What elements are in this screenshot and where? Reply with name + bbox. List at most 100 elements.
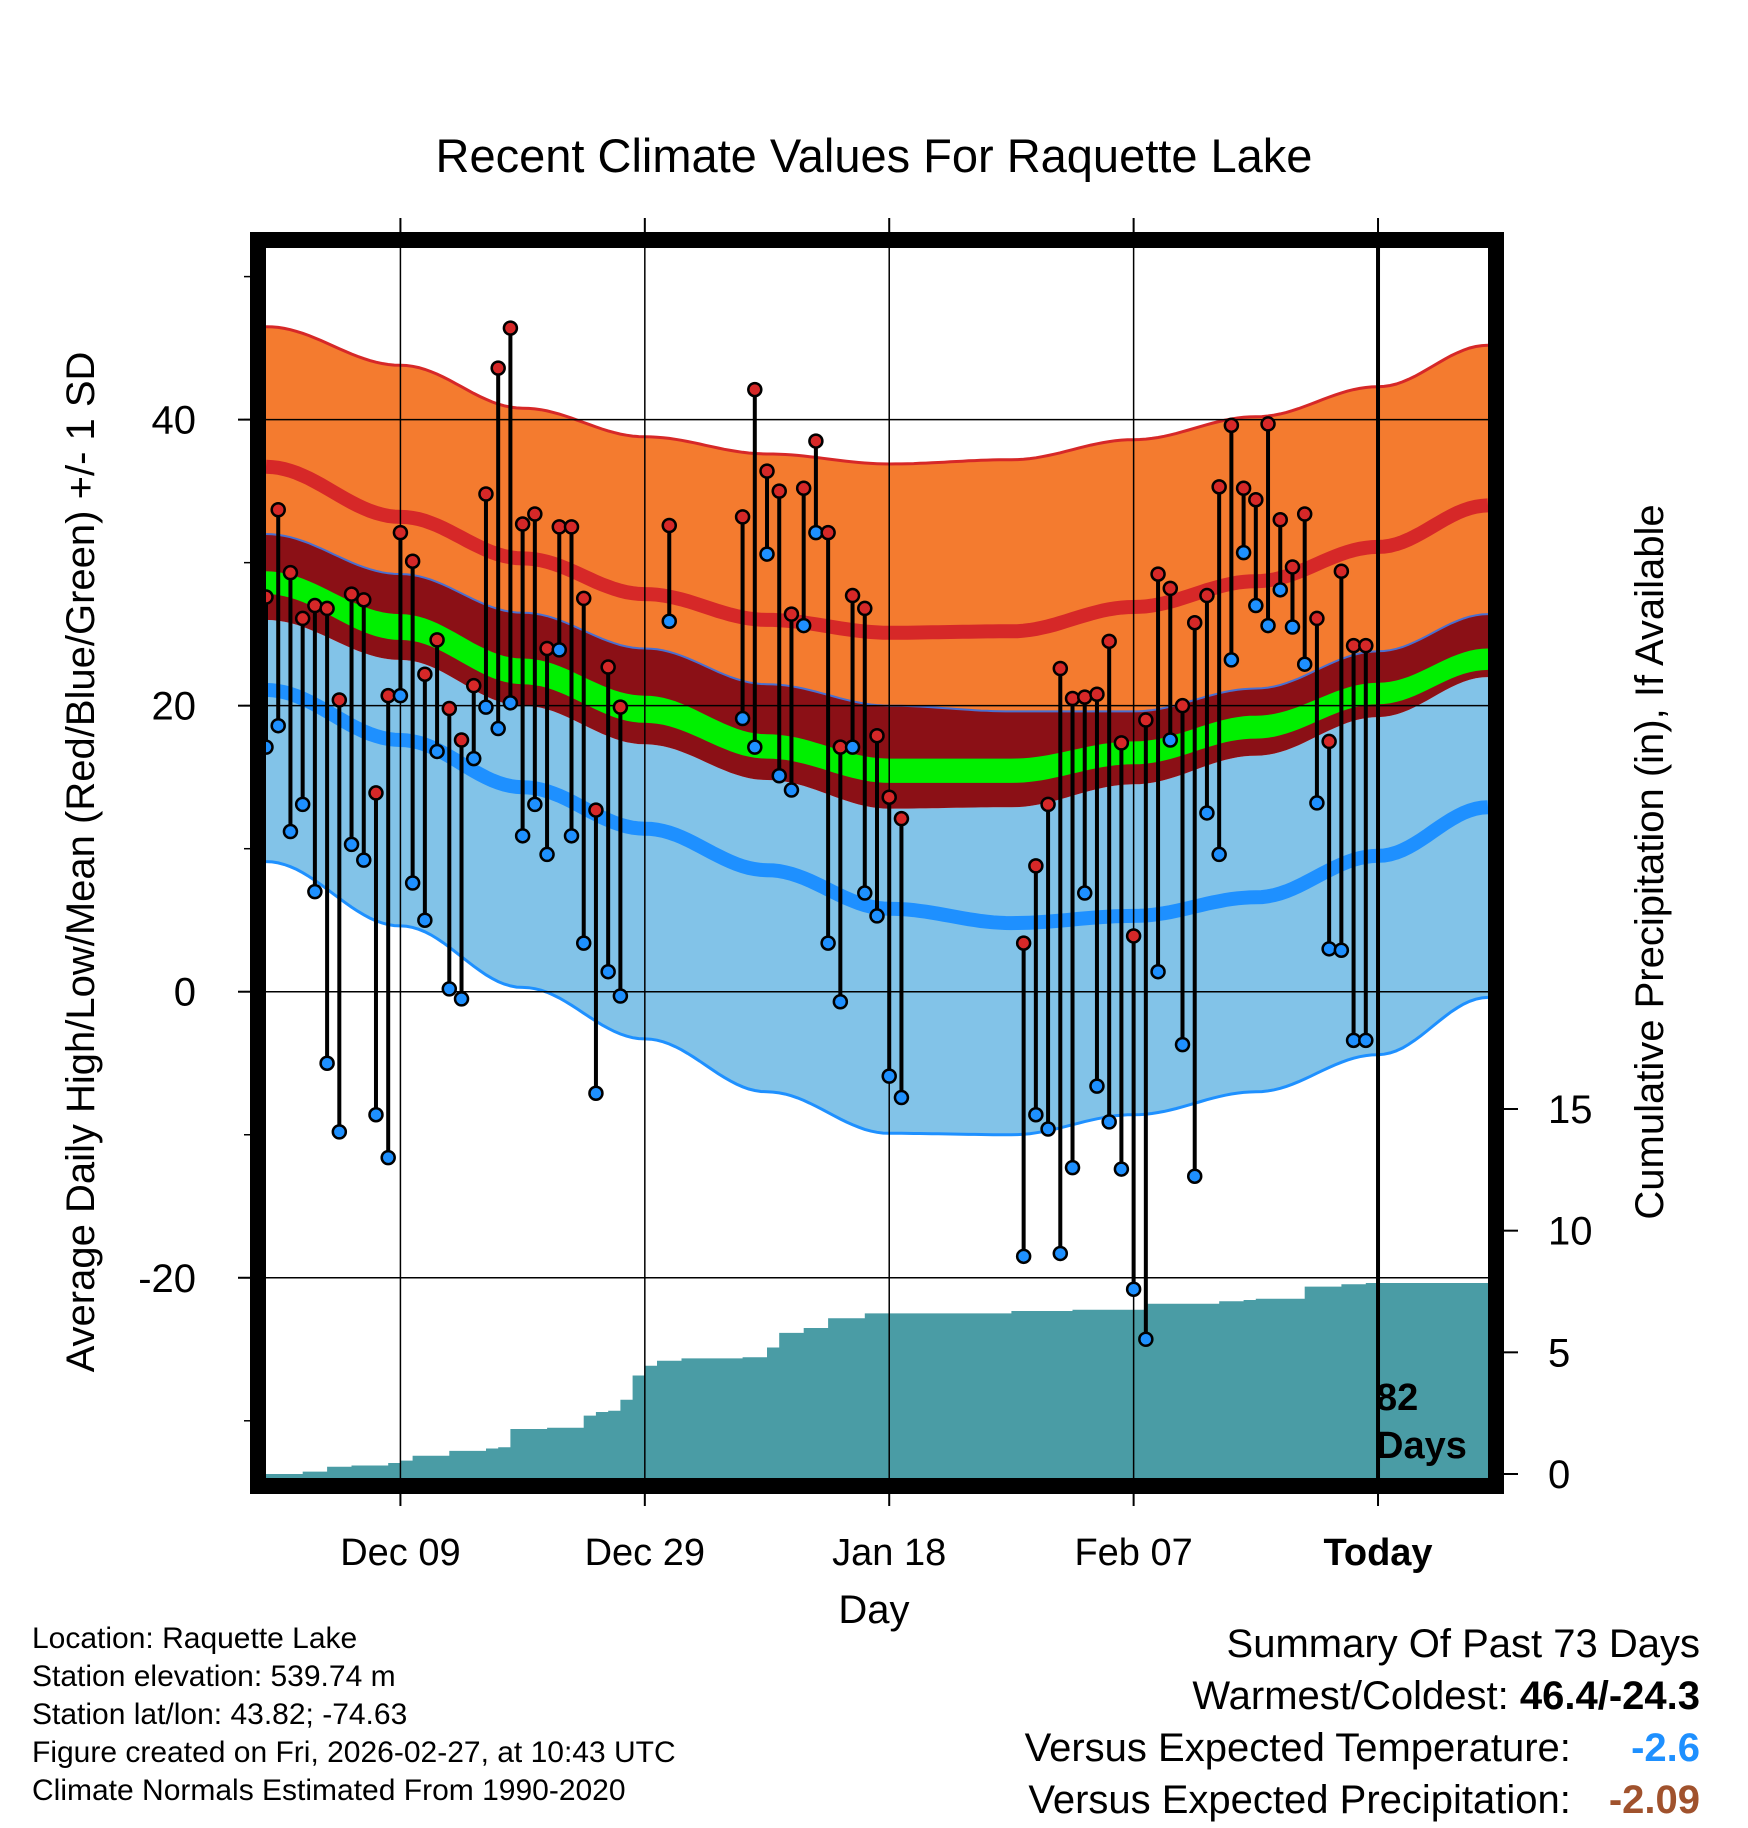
daily-low-point [881, 1068, 897, 1084]
daily-high-point [1040, 796, 1056, 813]
daily-high-point [1296, 506, 1313, 522]
daily-low-point [331, 1124, 348, 1140]
daily-low-point [759, 546, 775, 562]
elevation-text: Station elevation: 539.74 m [32, 1660, 396, 1693]
y2-tick-label: 15 [1548, 1088, 1593, 1132]
daily-high-point [808, 433, 824, 449]
daily-low-point [282, 823, 299, 840]
daily-high-point [1235, 480, 1252, 497]
daily-high-point [266, 589, 274, 605]
daily-high-point [747, 381, 763, 398]
latlon-text: Station lat/lon: 43.82; -74.63 [32, 1698, 408, 1731]
today-label-82: 82 [1376, 1377, 1418, 1419]
daily-high-point [1333, 563, 1350, 579]
daily-low-point [307, 883, 323, 900]
daily-low-point [514, 828, 531, 844]
daily-low-point [392, 687, 409, 704]
daily-high-point [600, 659, 616, 675]
daily-high-point [1162, 580, 1179, 597]
x-tick-label: Today [1323, 1532, 1432, 1574]
daily-high-point [1358, 637, 1374, 654]
daily-high-point [539, 640, 555, 657]
daily-high-point [1272, 511, 1289, 528]
daily-high-point [1223, 417, 1240, 434]
normal-high-line [266, 459, 1488, 640]
daily-high-point [1309, 610, 1325, 627]
daily-low-point [502, 695, 519, 711]
daily-low-point [1076, 885, 1093, 901]
daily-high-point [1052, 660, 1069, 677]
daily-high-point [783, 606, 800, 622]
y-tick-label: 20 [152, 685, 197, 729]
daily-low-point [1235, 544, 1252, 561]
daily-high-point [795, 480, 812, 497]
daily-high-point [441, 700, 458, 717]
plot-frame [250, 232, 1504, 1494]
daily-low-point [563, 828, 580, 844]
summary-warmest-coldest: Warmest/Coldest: 46.4/-24.3 [1025, 1670, 1700, 1722]
y2-tick-label: 0 [1548, 1453, 1570, 1497]
daily-high-point [502, 320, 519, 336]
daily-high-point [392, 524, 409, 541]
daily-low-point [600, 963, 616, 980]
chart-title: Recent Climate Values For Raquette Lake [436, 129, 1313, 182]
summary-title: Summary Of Past 73 Days [1226, 1622, 1700, 1666]
daily-high-point [575, 590, 592, 607]
daily-low-point [1150, 963, 1166, 980]
daily-low-point [270, 717, 286, 734]
warmest-coldest-label: Warmest/Coldest: [1192, 1674, 1509, 1718]
daily-low-point [820, 935, 836, 951]
daily-low-point [612, 988, 629, 1004]
daily-high-point [429, 632, 445, 648]
daily-high-point [1284, 559, 1301, 575]
summary-temp: Versus Expected Temperature: -2.6 [1025, 1722, 1700, 1774]
daily-high-point [1174, 697, 1191, 714]
created-text: Figure created on Fri, 2026-02-27, at 10… [32, 1736, 676, 1769]
daily-low-point [1199, 805, 1215, 821]
y-tick-label: 40 [152, 399, 197, 443]
daily-low-point [783, 782, 800, 798]
daily-high-point [1321, 733, 1337, 750]
normals-text: Climate Normals Estimated From 1990-2020 [32, 1774, 626, 1807]
daily-low-point [1272, 582, 1289, 598]
x-tick-label: Dec 09 [340, 1532, 460, 1574]
cumulative-precip-area [266, 1283, 1488, 1478]
daily-low-point [661, 613, 678, 630]
daily-low-point [539, 846, 555, 863]
daily-low-point [319, 1055, 335, 1071]
daily-high-point [356, 592, 372, 608]
daily-low-point [1284, 619, 1301, 635]
daily-high-point [820, 524, 836, 541]
daily-high-point [417, 666, 433, 682]
daily-low-point [380, 1149, 396, 1166]
daily-high-point [661, 517, 678, 534]
daily-high-point [1064, 690, 1081, 707]
daily-low-point [1211, 846, 1227, 863]
daily-low-point [857, 885, 873, 901]
daily-low-point [404, 875, 421, 891]
daily-high-point [270, 501, 286, 518]
daily-low-point [747, 739, 763, 755]
high-upper-edge [266, 325, 1488, 466]
daily-high-point [1199, 587, 1215, 604]
daily-high-point [1138, 712, 1154, 728]
summary-precip: Versus Expected Precipitation: -2.09 [1025, 1774, 1700, 1826]
daily-high-point [1113, 735, 1130, 751]
daily-high-point [307, 597, 323, 614]
daily-low-point [1321, 941, 1337, 957]
temp-anomaly-label: Versus Expected Temperature: [1024, 1726, 1571, 1770]
daily-low-point [1052, 1245, 1069, 1262]
daily-high-point [1260, 416, 1276, 432]
daily-low-point [551, 642, 568, 658]
daily-low-point [1186, 1168, 1203, 1184]
daily-high-point [1186, 614, 1203, 631]
daily-low-point [844, 739, 861, 755]
daily-high-point [490, 360, 506, 376]
daily-low-point [1333, 942, 1350, 958]
daily-low-point [1309, 795, 1325, 811]
temp-anomaly-value: -2.6 [1631, 1726, 1700, 1770]
daily-high-point [404, 553, 421, 569]
daily-low-point [465, 750, 482, 767]
daily-low-point [343, 836, 360, 853]
daily-high-point [563, 519, 580, 535]
